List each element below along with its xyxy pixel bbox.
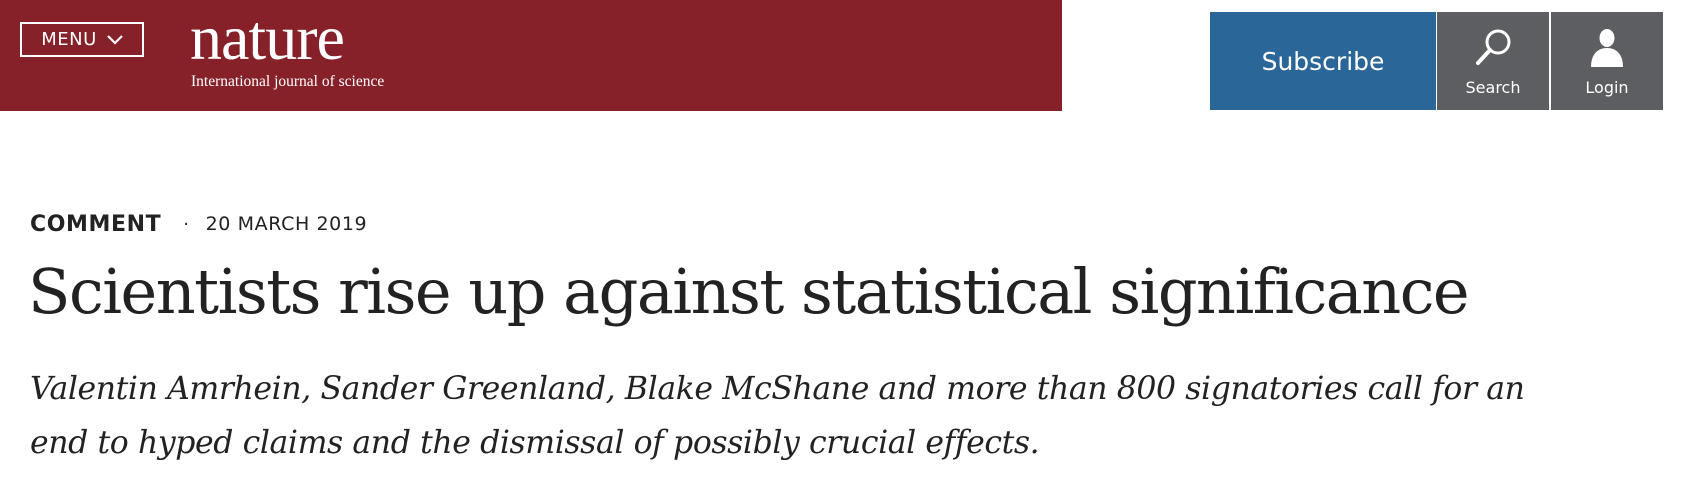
login-button[interactable]: Login [1551, 12, 1663, 110]
nature-logo[interactable]: nature International journal of science [190, 6, 384, 91]
publish-date: 20 MARCH 2019 [205, 213, 368, 235]
menu-label: MENU [41, 29, 97, 50]
logo-tagline: International journal of science [191, 73, 385, 90]
user-icon [1585, 27, 1629, 69]
article-type: COMMENT [30, 211, 162, 237]
search-label: Search [1465, 78, 1521, 97]
brand-bar: MENU nature International journal of sci… [0, 0, 1062, 111]
chevron-down-icon [106, 34, 123, 46]
article-meta: COMMENT · 20 MARCH 2019 [30, 209, 367, 239]
article-title: Scientists rise up against statistical s… [28, 255, 1470, 328]
search-icon [1471, 27, 1515, 69]
menu-button[interactable]: MENU [20, 22, 144, 57]
search-button[interactable]: Search [1437, 12, 1549, 110]
subscribe-label: Subscribe [1261, 46, 1385, 76]
login-label: Login [1585, 78, 1629, 97]
logo-wordmark: nature [190, 2, 345, 73]
subscribe-button[interactable]: Subscribe [1210, 12, 1436, 110]
meta-separator: · [183, 213, 190, 235]
article-standfirst: Valentin Amrhein, Sander Greenland, Blak… [30, 371, 1525, 461]
